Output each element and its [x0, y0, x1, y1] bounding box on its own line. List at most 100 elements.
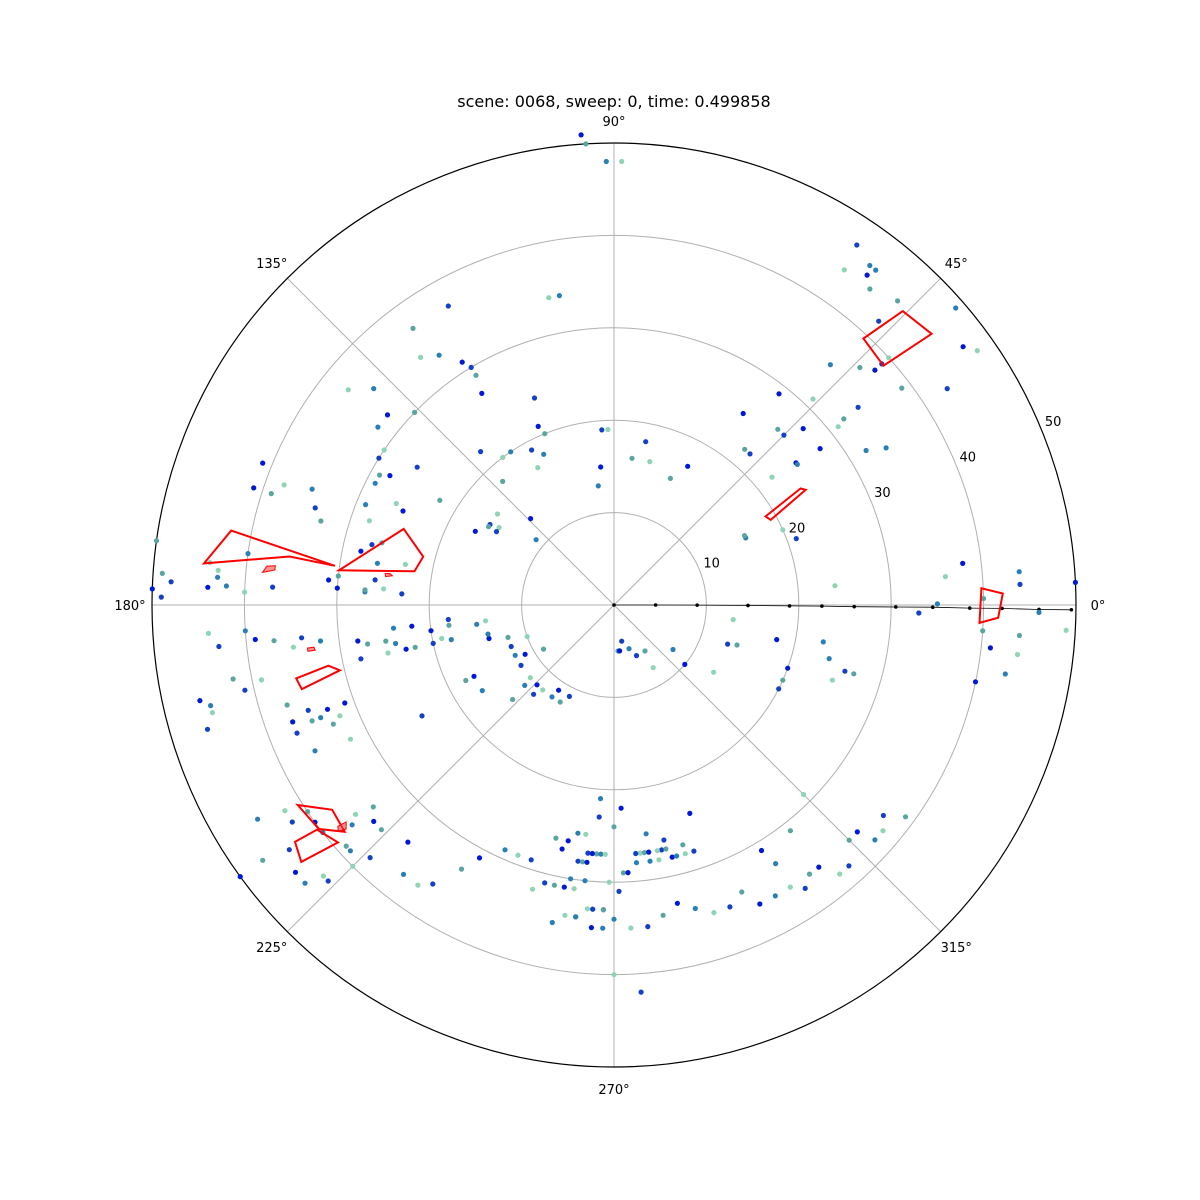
lidar-point	[445, 616, 451, 623]
lidar-point	[284, 702, 290, 708]
angle-tick-label: 315°	[941, 941, 972, 956]
ego-path-point	[894, 605, 898, 609]
lidar-point	[302, 880, 308, 886]
lidar-point	[459, 359, 465, 365]
lidar-point	[533, 537, 539, 543]
lidar-point	[669, 854, 675, 860]
lidar-point	[793, 536, 799, 542]
ego-path-point	[612, 603, 616, 607]
lidar-point	[535, 465, 541, 471]
lidar-point	[643, 439, 649, 445]
lidar-point	[727, 904, 733, 910]
bounding-box	[293, 828, 341, 864]
lidar-point	[363, 502, 369, 508]
lidar-point	[872, 837, 878, 843]
angle-tick-label: 180°	[114, 599, 145, 614]
lidar-point	[757, 901, 763, 907]
lidar-point	[335, 573, 341, 579]
lidar-point	[867, 286, 873, 292]
lidar-point	[290, 644, 296, 650]
lidar-point	[916, 610, 922, 616]
lidar-point	[378, 827, 384, 833]
lidar-point	[661, 837, 667, 843]
lidar-point	[758, 847, 765, 854]
lidar-point	[345, 387, 351, 393]
object-marker	[306, 646, 316, 652]
lidar-point	[594, 851, 600, 857]
lidar-point	[260, 460, 266, 466]
lidar-point	[561, 884, 567, 890]
lidar-point	[320, 873, 326, 879]
angle-tick-label: 0°	[1091, 599, 1106, 614]
lidar-point	[347, 848, 353, 854]
lidar-point	[512, 652, 518, 658]
lidar-point	[616, 888, 622, 895]
lidar-point	[463, 677, 469, 684]
lidar-point	[358, 548, 364, 554]
lidar-point	[638, 989, 644, 995]
lidar-point	[730, 617, 736, 623]
lidar-point	[299, 635, 305, 641]
lidar-point	[670, 646, 676, 653]
lidar-point	[216, 643, 222, 650]
lidar-point	[312, 505, 318, 511]
lidar-point	[158, 594, 164, 600]
lidar-point	[1072, 579, 1078, 586]
lidar-point	[980, 628, 986, 634]
lidar-point	[500, 478, 506, 484]
lidar-point	[294, 730, 300, 736]
lidar-point	[445, 303, 451, 309]
lidar-point	[660, 912, 666, 918]
lidar-point	[1002, 671, 1008, 677]
lidar-point	[528, 857, 534, 863]
lidar-point	[820, 639, 826, 645]
lidar-point	[800, 791, 807, 798]
lidar-point	[478, 449, 484, 455]
lidar-point	[637, 850, 643, 856]
lidar-point	[687, 810, 693, 817]
lidar-point	[153, 538, 160, 544]
lidar-point	[500, 454, 506, 460]
angle-tick-label: 90°	[602, 115, 625, 130]
lidar-point	[472, 528, 478, 534]
lidar-point	[641, 850, 648, 856]
lidar-point	[446, 622, 452, 628]
lidar-point	[691, 848, 697, 854]
lidar-point	[159, 570, 165, 577]
lidar-point	[245, 551, 251, 557]
lidar-point	[827, 362, 834, 368]
lidar-point	[776, 686, 782, 692]
ego-path-point	[653, 603, 658, 607]
radial-tick-label: 40	[959, 451, 976, 466]
lidar-point	[742, 446, 748, 452]
lidar-point	[851, 671, 857, 677]
lidar-point	[534, 682, 540, 688]
lidar-point	[1016, 632, 1023, 639]
lidar-point	[880, 812, 887, 819]
ego-path-point	[1000, 606, 1004, 611]
lidar-point	[402, 561, 408, 568]
lidar-point	[324, 706, 331, 712]
lidar-point	[974, 348, 980, 354]
lidar-point	[400, 508, 406, 514]
lidar-point	[880, 828, 886, 834]
lidar-point	[565, 838, 571, 844]
lidar-point	[772, 893, 778, 899]
lidar-point	[602, 851, 608, 857]
lidar-point	[972, 679, 979, 685]
ego-path-point	[820, 604, 824, 608]
lidar-point	[430, 881, 436, 887]
lidar-point	[656, 857, 662, 863]
lidar-point	[508, 449, 514, 455]
lidar-point	[654, 848, 660, 854]
angle-tick-label: 270°	[598, 1083, 629, 1098]
lidar-point	[846, 837, 852, 843]
lidar-point	[643, 831, 649, 837]
lidar-point	[625, 870, 631, 876]
lidar-point	[549, 919, 555, 926]
lidar-point	[390, 625, 397, 631]
lidar-point	[270, 584, 276, 590]
lidar-point	[557, 699, 563, 705]
lidar-point	[680, 842, 686, 848]
lidar-point	[205, 584, 211, 590]
